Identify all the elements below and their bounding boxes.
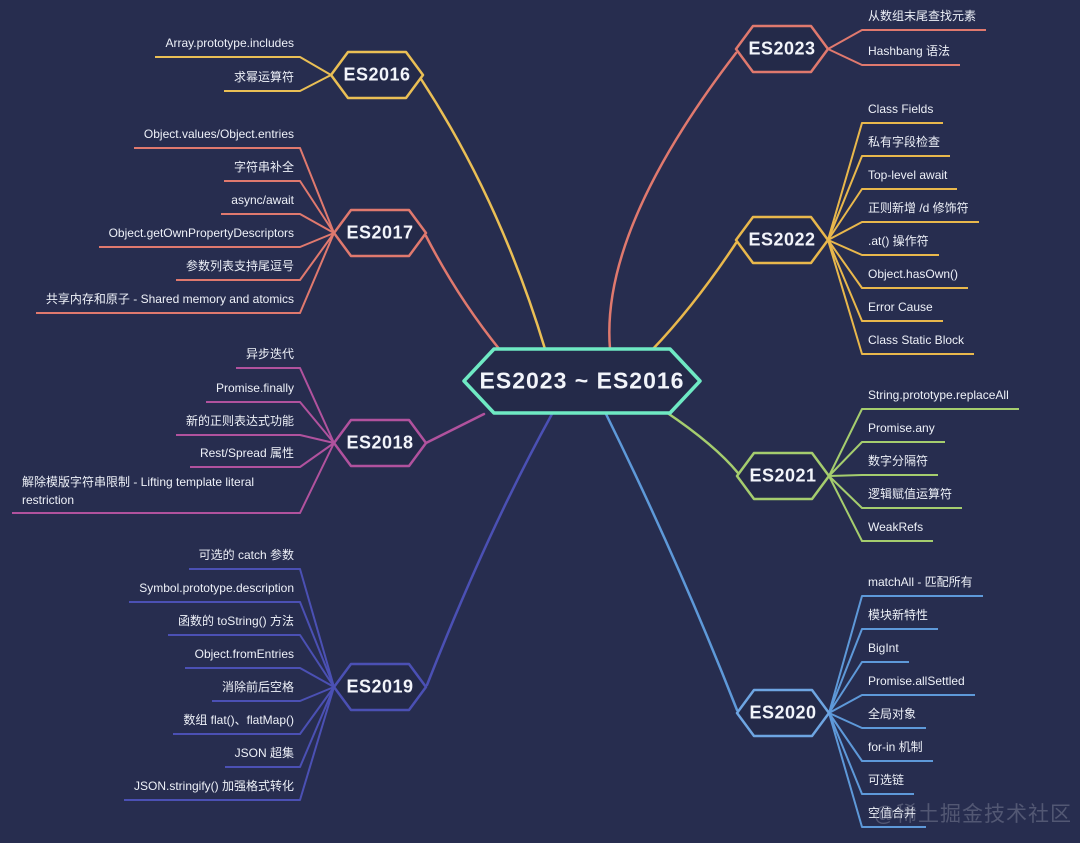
- mindmap-item[interactable]: Error Cause: [862, 297, 943, 322]
- mindmap-item[interactable]: Promise.any: [862, 418, 945, 443]
- curve-es2023: [608, 51, 738, 351]
- mindmap-item[interactable]: Object.fromEntries: [184, 644, 300, 669]
- mindmap-item[interactable]: 数组 flat()、flatMap(): [173, 710, 300, 735]
- hexagon-es2023[interactable]: [734, 24, 830, 74]
- mindmap-item[interactable]: 逻辑赋值运算符: [862, 484, 963, 509]
- node-es2018[interactable]: ES2018: [346, 432, 414, 453]
- node-es2019[interactable]: ES2019: [346, 676, 414, 697]
- mindmap-item[interactable]: 可选链: [862, 770, 915, 795]
- mindmap-item[interactable]: Promise.finally: [205, 378, 300, 403]
- hexagon-nodes: [329, 24, 831, 738]
- mindmap-item[interactable]: 全局对象: [862, 704, 927, 729]
- hexagon-es2016[interactable]: [329, 50, 425, 100]
- node-es2016[interactable]: ES2016: [343, 64, 411, 85]
- center-node-label[interactable]: ES2023 ~ ES2016: [479, 367, 685, 394]
- mindmap-item[interactable]: .at() 操作符: [862, 231, 939, 256]
- mindmap-item[interactable]: 消除前后空格: [211, 677, 300, 702]
- mindmap-item[interactable]: 字符串补全: [223, 157, 300, 182]
- mindmap-item[interactable]: matchAll - 匹配所有: [862, 572, 983, 597]
- mindmap-item[interactable]: 空值合并: [862, 803, 927, 828]
- fan-es2023: [827, 29, 863, 66]
- mindmap-item[interactable]: Array.prototype.includes: [155, 33, 300, 58]
- mindmap-item[interactable]: 可选的 catch 参数: [188, 545, 300, 570]
- mindmap-item[interactable]: Rest/Spread 属性: [189, 443, 300, 468]
- curve-es2018: [424, 412, 486, 445]
- mindmap-item[interactable]: Top-level await: [862, 165, 958, 190]
- mindmap-item[interactable]: BigInt: [862, 638, 909, 663]
- fan-es2022: [827, 122, 863, 355]
- mindmap-item[interactable]: 共享内存和原子 - Shared memory and atomics: [35, 289, 300, 314]
- watermark: @稀土掘金技术社区: [873, 803, 1072, 826]
- curve-es2016: [419, 77, 547, 351]
- mindmap-item[interactable]: 数字分隔符: [862, 451, 939, 476]
- mindmap-item[interactable]: 求幂运算符: [223, 67, 300, 92]
- fan-es2016: [299, 56, 332, 92]
- hexagon-es2019[interactable]: [332, 662, 428, 712]
- mindmap-item[interactable]: JSON 超集: [224, 743, 300, 768]
- fan-es2021: [828, 408, 863, 542]
- hexagon-es2018[interactable]: [332, 418, 428, 468]
- mindmap-item[interactable]: Symbol.prototype.description: [129, 578, 300, 603]
- mindmap-item[interactable]: 函数的 toString() 方法: [167, 611, 300, 636]
- fan-es2020: [828, 595, 863, 828]
- hexagon-es2022[interactable]: [734, 215, 830, 265]
- node-es2017[interactable]: ES2017: [346, 222, 414, 243]
- mindmap-item[interactable]: Hashbang 语法: [862, 41, 961, 66]
- center-hexagon[interactable]: [462, 347, 702, 415]
- mindmap-item[interactable]: 异步迭代: [235, 344, 300, 369]
- fan-es2019: [299, 568, 335, 801]
- mindmap-item[interactable]: Object.hasOwn(): [862, 264, 969, 289]
- mindmap-item[interactable]: for-in 机制: [862, 737, 933, 762]
- curve-es2020: [604, 412, 739, 712]
- mindmap-item[interactable]: Class Static Block: [862, 330, 975, 355]
- fan-es2017: [299, 147, 335, 314]
- mindmap-item[interactable]: Class Fields: [862, 99, 944, 124]
- mindmap-item[interactable]: Promise.allSettled: [862, 671, 975, 696]
- mindmap-item[interactable]: Object.getOwnPropertyDescriptors: [98, 223, 300, 248]
- mindmap-item[interactable]: 解除模版字符串限制 - Lifting template literal res…: [12, 473, 300, 514]
- node-es2021[interactable]: ES2021: [749, 465, 817, 486]
- node-es2022[interactable]: ES2022: [748, 229, 816, 250]
- hexagon-es2020[interactable]: [735, 688, 831, 738]
- mindmap-item[interactable]: String.prototype.replaceAll: [862, 385, 1019, 410]
- fan-es2018: [299, 367, 335, 514]
- mindmap-item[interactable]: Object.values/Object.entries: [133, 124, 300, 149]
- mindmap-item[interactable]: 从数组末尾查找元素: [862, 6, 987, 31]
- curve-es2021: [664, 410, 740, 475]
- curve-es2019: [425, 412, 554, 687]
- mindmap-item[interactable]: 参数列表支持尾逗号: [175, 256, 300, 281]
- center-branch-curves: [419, 51, 740, 712]
- mindmap-item[interactable]: async/await: [221, 190, 300, 215]
- node-es2023[interactable]: ES2023: [748, 38, 816, 59]
- item-fan-lines: [299, 29, 863, 828]
- curve-es2017: [424, 234, 502, 352]
- mindmap-item[interactable]: 模块新特性: [862, 605, 939, 630]
- mindmap-item[interactable]: 正则新增 /d 修饰符: [862, 198, 979, 223]
- mindmap-item[interactable]: WeakRefs: [862, 517, 934, 542]
- hexagon-es2017[interactable]: [332, 208, 428, 258]
- node-es2020[interactable]: ES2020: [749, 702, 817, 723]
- hexagon-es2021[interactable]: [735, 451, 831, 501]
- mindmap-item[interactable]: JSON.stringify() 加强格式转化: [123, 776, 300, 801]
- mindmap-item[interactable]: 新的正则表达式功能: [175, 411, 300, 436]
- mindmap-item[interactable]: 私有字段检查: [862, 132, 951, 157]
- curve-es2022: [650, 241, 738, 352]
